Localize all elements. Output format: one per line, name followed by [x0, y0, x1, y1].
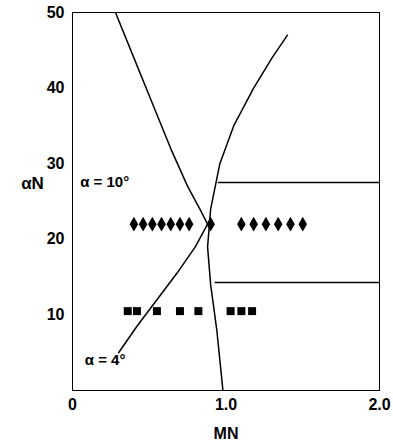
svg-text:50: 50: [47, 4, 65, 21]
svg-text:40: 40: [47, 79, 65, 96]
svg-text:αN: αN: [21, 174, 44, 193]
svg-text:MN: MN: [214, 425, 239, 442]
svg-text:20: 20: [47, 230, 65, 247]
svg-text:30: 30: [47, 155, 65, 172]
svg-text:α = 4°: α = 4°: [85, 351, 126, 368]
svg-text:2.0: 2.0: [368, 396, 390, 413]
svg-text:1.0: 1.0: [215, 396, 237, 413]
svg-text:10: 10: [47, 306, 65, 323]
svg-text:0: 0: [68, 396, 77, 413]
svg-text:α = 10°: α = 10°: [80, 173, 129, 190]
